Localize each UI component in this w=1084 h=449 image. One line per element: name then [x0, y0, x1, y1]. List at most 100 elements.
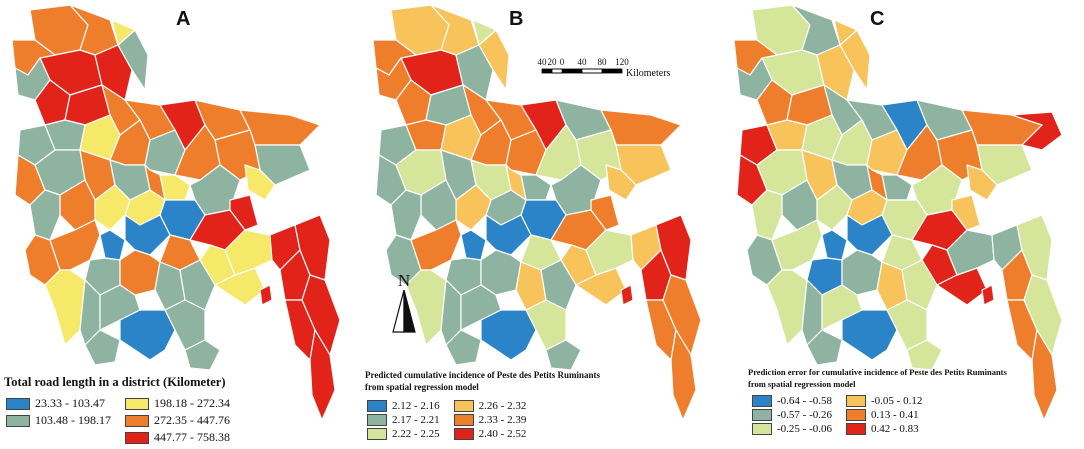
district	[472, 19, 497, 46]
legend-label: 0.42 - 0.83	[871, 423, 919, 435]
legend-item: -0.05 - 0.12	[846, 395, 922, 407]
district	[480, 309, 537, 361]
legend-swatch	[453, 428, 474, 440]
panel-letter: C	[870, 8, 885, 30]
district	[44, 269, 86, 346]
legend-item: 2.17 - 2.21	[367, 414, 440, 426]
legend-label: -0.05 - 0.12	[871, 395, 923, 407]
district	[620, 284, 634, 306]
legend-label: 447.77 - 758.38	[154, 430, 230, 444]
panel-b: B 40 20 0 40 80 120 Kilometers N Predict…	[361, 0, 722, 449]
legend-swatch	[367, 428, 387, 440]
legend: 23.33 - 103.47 198.18 - 272.34 103.48 - 19…	[6, 396, 230, 445]
scale-tick-label: 40	[538, 57, 548, 67]
legend-label: 23.33 - 103.47	[35, 396, 105, 410]
district	[766, 269, 808, 346]
legend-item: 23.33 - 103.47	[6, 396, 111, 411]
legend-item: 272.35 - 447.76	[125, 413, 230, 428]
legend-item: 198.18 - 272.34	[125, 396, 230, 411]
district	[1031, 329, 1058, 421]
legend-swatch	[6, 414, 30, 427]
district-map-a	[11, 4, 341, 421]
district	[480, 249, 522, 296]
legend-label: 198.18 - 272.34	[154, 396, 230, 410]
district	[84, 329, 121, 366]
legend-label: -0.25 - -0.06	[777, 423, 832, 435]
legend-item: 2.12 - 2.16	[367, 400, 440, 412]
legend-title: Predicted cumulative incidence of Peste …	[365, 370, 601, 380]
district	[846, 214, 893, 256]
north-label: N	[398, 271, 410, 290]
district	[545, 339, 582, 371]
legend-label: 2.26 - 2.32	[478, 400, 527, 412]
district	[670, 329, 697, 421]
legend-swatch	[125, 397, 149, 410]
district	[605, 164, 637, 201]
legend-swatch	[453, 400, 474, 412]
district	[124, 214, 171, 256]
legend: -0.64 - -0.58 -0.05 - 0.12 -0.57 - -0.26 0.…	[752, 395, 922, 435]
legend-swatch	[752, 409, 772, 421]
district-map-c	[733, 4, 1063, 421]
legend-title: Total road length in a district (Kilomet…	[4, 375, 226, 389]
legend-item	[6, 430, 111, 445]
legend-item: 447.77 - 758.38	[125, 430, 230, 445]
legend-label: -0.57 - -0.26	[777, 409, 832, 421]
district	[111, 19, 136, 46]
legend-swatch	[846, 395, 866, 407]
legend-label: -0.64 - -0.58	[777, 395, 832, 407]
scale-tick-label: 0	[560, 57, 565, 67]
legend-item: 103.48 - 198.17	[6, 413, 111, 428]
legend-label: 2.12 - 2.16	[392, 400, 440, 412]
legend-swatch	[846, 423, 866, 435]
legend-swatch	[6, 397, 30, 410]
legend-item: 2.22 - 2.25	[367, 428, 440, 440]
district-map-b	[372, 4, 702, 421]
district	[841, 249, 883, 296]
scale-bar: 40 20 0 40 80 120 Kilometers	[538, 57, 671, 79]
district	[119, 309, 176, 361]
legend-item: 2.33 - 2.39	[453, 414, 527, 426]
district	[99, 229, 126, 261]
district	[179, 259, 216, 311]
legend-label: 2.17 - 2.21	[392, 414, 440, 426]
district	[906, 339, 943, 371]
panel-c: C Prediction error for cumulative incide…	[722, 0, 1083, 449]
district	[841, 309, 898, 361]
district	[259, 284, 273, 306]
legend-swatch	[367, 414, 387, 426]
legend-label: 272.35 - 447.76	[154, 413, 230, 427]
legend-swatch	[846, 409, 866, 421]
legend-item: 2.26 - 2.32	[453, 400, 527, 412]
district	[806, 329, 843, 366]
district	[833, 19, 858, 46]
district	[866, 164, 888, 201]
legend-subtitle: from spatial regression model	[365, 382, 479, 392]
legend-swatch	[125, 431, 149, 444]
legend-item: -0.57 - -0.26	[752, 409, 832, 421]
district	[590, 194, 620, 231]
district	[951, 194, 981, 231]
panel-letter: B	[509, 8, 524, 30]
legend-swatch	[125, 414, 149, 427]
legend-swatch	[367, 400, 387, 412]
legend-subtitle: from spatial regression model	[748, 379, 856, 389]
panel-a: A Total road length in a district (Kilom…	[0, 0, 361, 449]
legend-label: 2.40 - 2.52	[478, 428, 527, 440]
legend-label: 2.33 - 2.39	[478, 414, 527, 426]
district	[119, 249, 161, 296]
legend: 2.12 - 2.16 2.26 - 2.32 2.17 - 2.21 2.33 - …	[367, 400, 526, 440]
district	[485, 214, 532, 256]
district	[229, 194, 259, 231]
legend-item: 2.40 - 2.52	[453, 428, 527, 440]
district	[505, 164, 527, 201]
scale-tick-label: 20	[548, 57, 558, 67]
legend-label: 103.48 - 198.17	[35, 413, 111, 427]
legend-item: -0.25 - -0.06	[752, 423, 832, 435]
legend-title: Prediction error for cumulative incidenc…	[748, 367, 1007, 377]
scale-unit: Kilometers	[626, 68, 671, 79]
north-arrow-icon: N	[392, 271, 416, 333]
legend-item: -0.64 - -0.58	[752, 395, 832, 407]
district	[966, 164, 998, 201]
legend-label: 0.13 - 0.41	[871, 409, 919, 421]
